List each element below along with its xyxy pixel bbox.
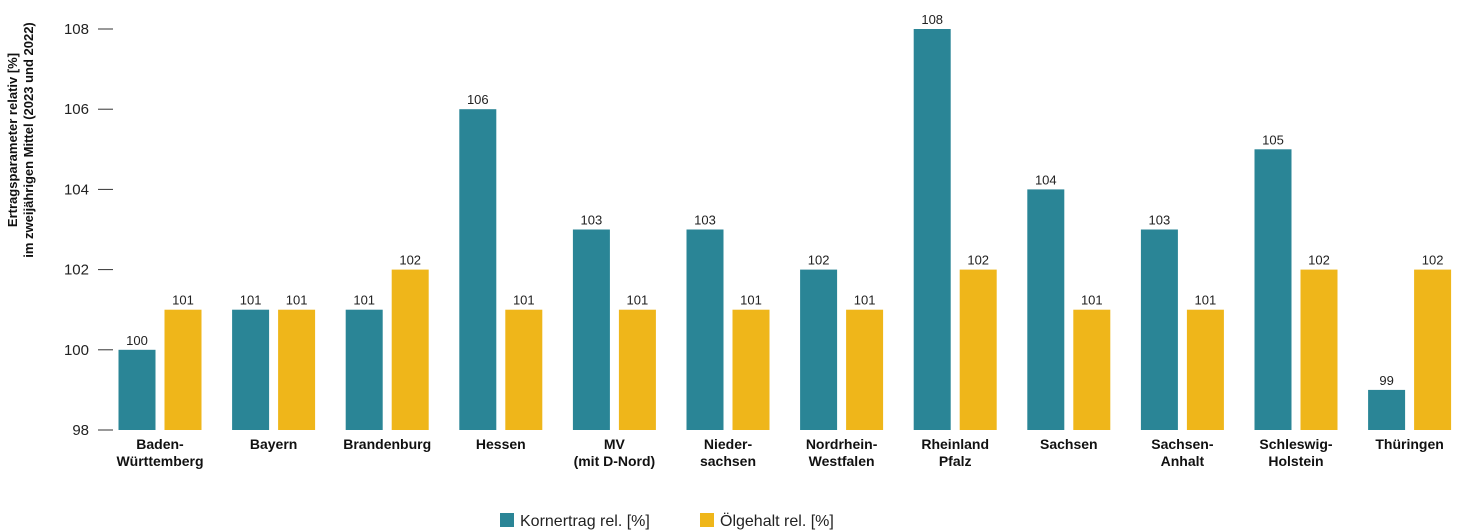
bar-value-label: 101 [627, 293, 649, 308]
bar-value-label: 104 [1035, 172, 1057, 187]
bar-oelgehalt [732, 309, 770, 430]
bar-value-label: 103 [1149, 213, 1171, 228]
bar-value-label: 102 [1422, 253, 1444, 268]
bar-oelgehalt [278, 309, 316, 430]
bar-oelgehalt [1186, 309, 1224, 430]
bar-oelgehalt [1414, 269, 1452, 430]
bar-kornertrag [118, 349, 156, 430]
x-tick-label: Thüringen [1375, 436, 1443, 452]
bar-oelgehalt [391, 269, 429, 430]
bar-value-label: 101 [286, 293, 308, 308]
x-axis: Baden-Württemberg Bayern Brandenburg Hessen… [116, 436, 1443, 469]
legend-label: Kornertrag rel. [%] [520, 513, 650, 530]
x-tick-label: Rheinland Pfalz [921, 436, 989, 469]
bar-kornertrag [1368, 389, 1406, 430]
x-tick-label: Hessen [476, 436, 526, 452]
legend-swatch [700, 513, 714, 527]
bar-value-label: 101 [240, 293, 262, 308]
x-tick-label: Sachsen-Anhalt [1151, 436, 1214, 469]
x-tick-label: Bayern [250, 436, 297, 452]
bar-value-label: 105 [1262, 132, 1284, 147]
bar-value-label: 101 [740, 293, 762, 308]
x-tick-label: Nieder-sachsen [700, 436, 756, 469]
bar-oelgehalt [164, 309, 202, 430]
bar-oelgehalt [959, 269, 997, 430]
x-tick-label: MV (mit D-Nord) [574, 436, 656, 469]
bar-kornertrag [459, 109, 497, 430]
x-tick-label: Nordrhein-Westfalen [806, 436, 878, 469]
legend-label: Ölgehalt rel. [%] [720, 512, 834, 530]
bar-kornertrag [1254, 149, 1292, 431]
bar-kornertrag [572, 229, 610, 430]
y-tick-label: 104 [64, 181, 89, 198]
bar-kornertrag [232, 309, 270, 430]
bar-oelgehalt [1300, 269, 1338, 430]
bar-value-label: 101 [854, 293, 876, 308]
bar-value-label: 101 [513, 293, 535, 308]
bar-value-label: 99 [1379, 373, 1393, 388]
x-tick-label: Brandenburg [343, 436, 431, 452]
bar-value-label: 108 [921, 12, 943, 27]
bar-kornertrag [1027, 189, 1065, 430]
bar-value-label: 102 [1308, 253, 1330, 268]
bar-oelgehalt [505, 309, 543, 430]
bar-value-label: 102 [808, 253, 830, 268]
bar-value-label: 106 [467, 92, 489, 107]
y-axis-title-line: im zweijährigen Mittel (2023 und 2022) [21, 22, 36, 258]
bar-value-label: 103 [694, 213, 716, 228]
bars: 100 101 101 101 101 102 106 101 103 101 103 101 102 1… [118, 12, 1452, 431]
y-tick-label: 106 [64, 101, 89, 118]
y-tick-label: 100 [64, 342, 89, 359]
bar-value-label: 102 [967, 253, 989, 268]
bar-value-label: 101 [1081, 293, 1103, 308]
bar-value-label: 102 [399, 253, 421, 268]
y-tick-label: 98 [72, 422, 89, 439]
legend: Kornertrag rel. [%] Ölgehalt rel. [%] [500, 512, 834, 530]
x-tick-label: Sachsen [1040, 436, 1098, 452]
y-axis: 98 100 102 104 106 108 [64, 21, 113, 439]
legend-swatch [500, 513, 514, 527]
bar-oelgehalt [846, 309, 884, 430]
bar-kornertrag [1140, 229, 1178, 430]
bar-value-label: 103 [581, 213, 603, 228]
bar-kornertrag [913, 29, 951, 430]
y-axis-title-line: Ertragsparameter relativ [%] [5, 53, 20, 227]
bar-kornertrag [345, 309, 383, 430]
y-tick-label: 102 [64, 262, 89, 279]
y-axis-title: Ertragsparameter relativ [%] im zweijähri… [5, 22, 36, 258]
bar-oelgehalt [1073, 309, 1111, 430]
bar-value-label: 101 [1195, 293, 1217, 308]
bar-value-label: 100 [126, 333, 148, 348]
bar-oelgehalt [618, 309, 656, 430]
x-tick-label: Baden-Württemberg [116, 436, 203, 469]
bar-kornertrag [800, 269, 838, 430]
y-tick-label: 108 [64, 21, 89, 38]
bar-kornertrag [686, 229, 724, 430]
bar-value-label: 101 [353, 293, 375, 308]
bar-value-label: 101 [172, 293, 194, 308]
x-tick-label: Schleswig-Holstein [1259, 436, 1332, 469]
